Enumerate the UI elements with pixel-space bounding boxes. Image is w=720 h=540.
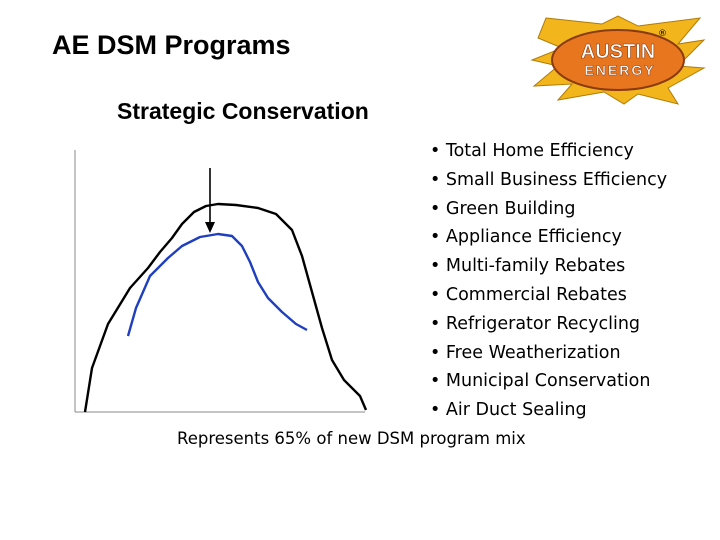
reduced-load-curve <box>126 232 308 337</box>
program-item: • Appliance Efficiency <box>430 227 622 248</box>
program-item: • Free Weatherization <box>430 342 621 363</box>
logo-text-austin: AUSTIN <box>581 41 655 63</box>
program-item: • Commercial Rebates <box>430 284 627 305</box>
program-item: • Air Duct Sealing <box>430 400 587 421</box>
baseline-load-curve <box>83 202 368 413</box>
program-item: • Refrigerator Recycling <box>430 313 641 334</box>
page-title: AE DSM Programs <box>52 30 291 60</box>
program-item: • Green Building <box>430 198 576 219</box>
section-subtitle: Strategic Conservation <box>117 98 369 124</box>
logo-oval <box>551 29 685 91</box>
program-item: • Municipal Conservation <box>430 371 651 392</box>
reduction-arrow-head <box>205 222 215 233</box>
program-item: • Small Business Efficiency <box>430 169 668 190</box>
logo-text-energy: ENERGY <box>584 62 655 78</box>
austin-energy-logo: AUSTIN ENERGY ® <box>530 15 706 105</box>
program-list: • Total Home Efficiency • Small Business… <box>430 137 667 425</box>
program-item: • Multi-family Rebates <box>430 256 626 277</box>
registered-mark: ® <box>658 29 667 39</box>
program-item: • Total Home Efficiency <box>430 141 634 161</box>
program-mix-caption: Represents 65% of new DSM program mix <box>177 429 526 448</box>
load-curve-diagram <box>74 150 368 413</box>
